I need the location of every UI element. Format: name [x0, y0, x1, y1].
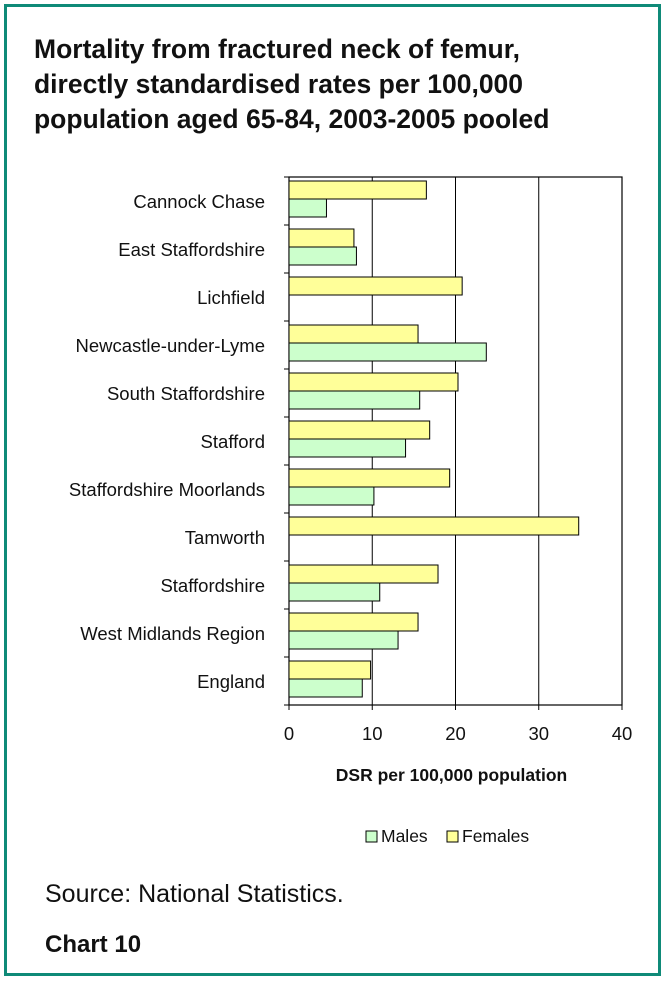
- bar-females: [288, 372, 459, 392]
- x-tick-label: 0: [284, 723, 294, 744]
- bar-females: [288, 276, 463, 296]
- x-tick-label: 20: [445, 723, 466, 744]
- bar-males: [288, 342, 487, 362]
- bar-females: [288, 228, 355, 248]
- category-label: Staffordshire Moorlands: [69, 479, 265, 500]
- bar-females: [288, 420, 431, 440]
- bar-females: [288, 468, 451, 488]
- bar-females: [288, 516, 580, 536]
- source-note: Source: National Statistics.: [45, 880, 344, 908]
- legend-swatch-males: [365, 830, 378, 843]
- x-axis-label: DSR per 100,000 population: [336, 765, 567, 785]
- category-label: Tamworth: [185, 527, 265, 548]
- category-label: East Staffordshire: [118, 239, 265, 260]
- bar-males: [288, 390, 421, 410]
- title-line-3: population aged 65-84, 2003-2005 pooled: [34, 104, 550, 134]
- category-label: England: [197, 671, 265, 692]
- category-label: Staffordshire: [160, 575, 265, 596]
- legend-label-females: Females: [462, 826, 529, 846]
- bar-males: [288, 246, 357, 266]
- category-label: Stafford: [201, 431, 265, 452]
- category-label: Newcastle-under-Lyme: [75, 335, 265, 356]
- bar-males: [288, 198, 327, 218]
- bar-females: [288, 564, 439, 584]
- legend-swatch-females: [446, 830, 459, 843]
- chart-number: Chart 10: [45, 931, 142, 958]
- bar-females: [288, 180, 427, 200]
- category-label: West Midlands Region: [80, 623, 265, 644]
- title-line-1: Mortality from fractured neck of femur,: [34, 34, 520, 64]
- category-label: Lichfield: [197, 287, 265, 308]
- bar-males: [288, 486, 375, 506]
- bar-males: [288, 678, 363, 698]
- bar-males: [288, 438, 407, 458]
- bar-males: [288, 630, 399, 650]
- category-label: Cannock Chase: [133, 191, 265, 212]
- bar-females: [288, 612, 419, 632]
- bar-females: [288, 324, 419, 344]
- chart-title: Mortality from fractured neck of femur, …: [34, 32, 654, 137]
- legend-label-males: Males: [381, 826, 428, 846]
- bar-females: [288, 660, 372, 680]
- x-tick-label: 10: [362, 723, 383, 744]
- title-line-2: directly standardised rates per 100,000: [34, 69, 524, 99]
- bar-males: [288, 582, 381, 602]
- category-label: South Staffordshire: [107, 383, 265, 404]
- x-tick-label: 30: [528, 723, 549, 744]
- x-tick-label: 40: [612, 723, 633, 744]
